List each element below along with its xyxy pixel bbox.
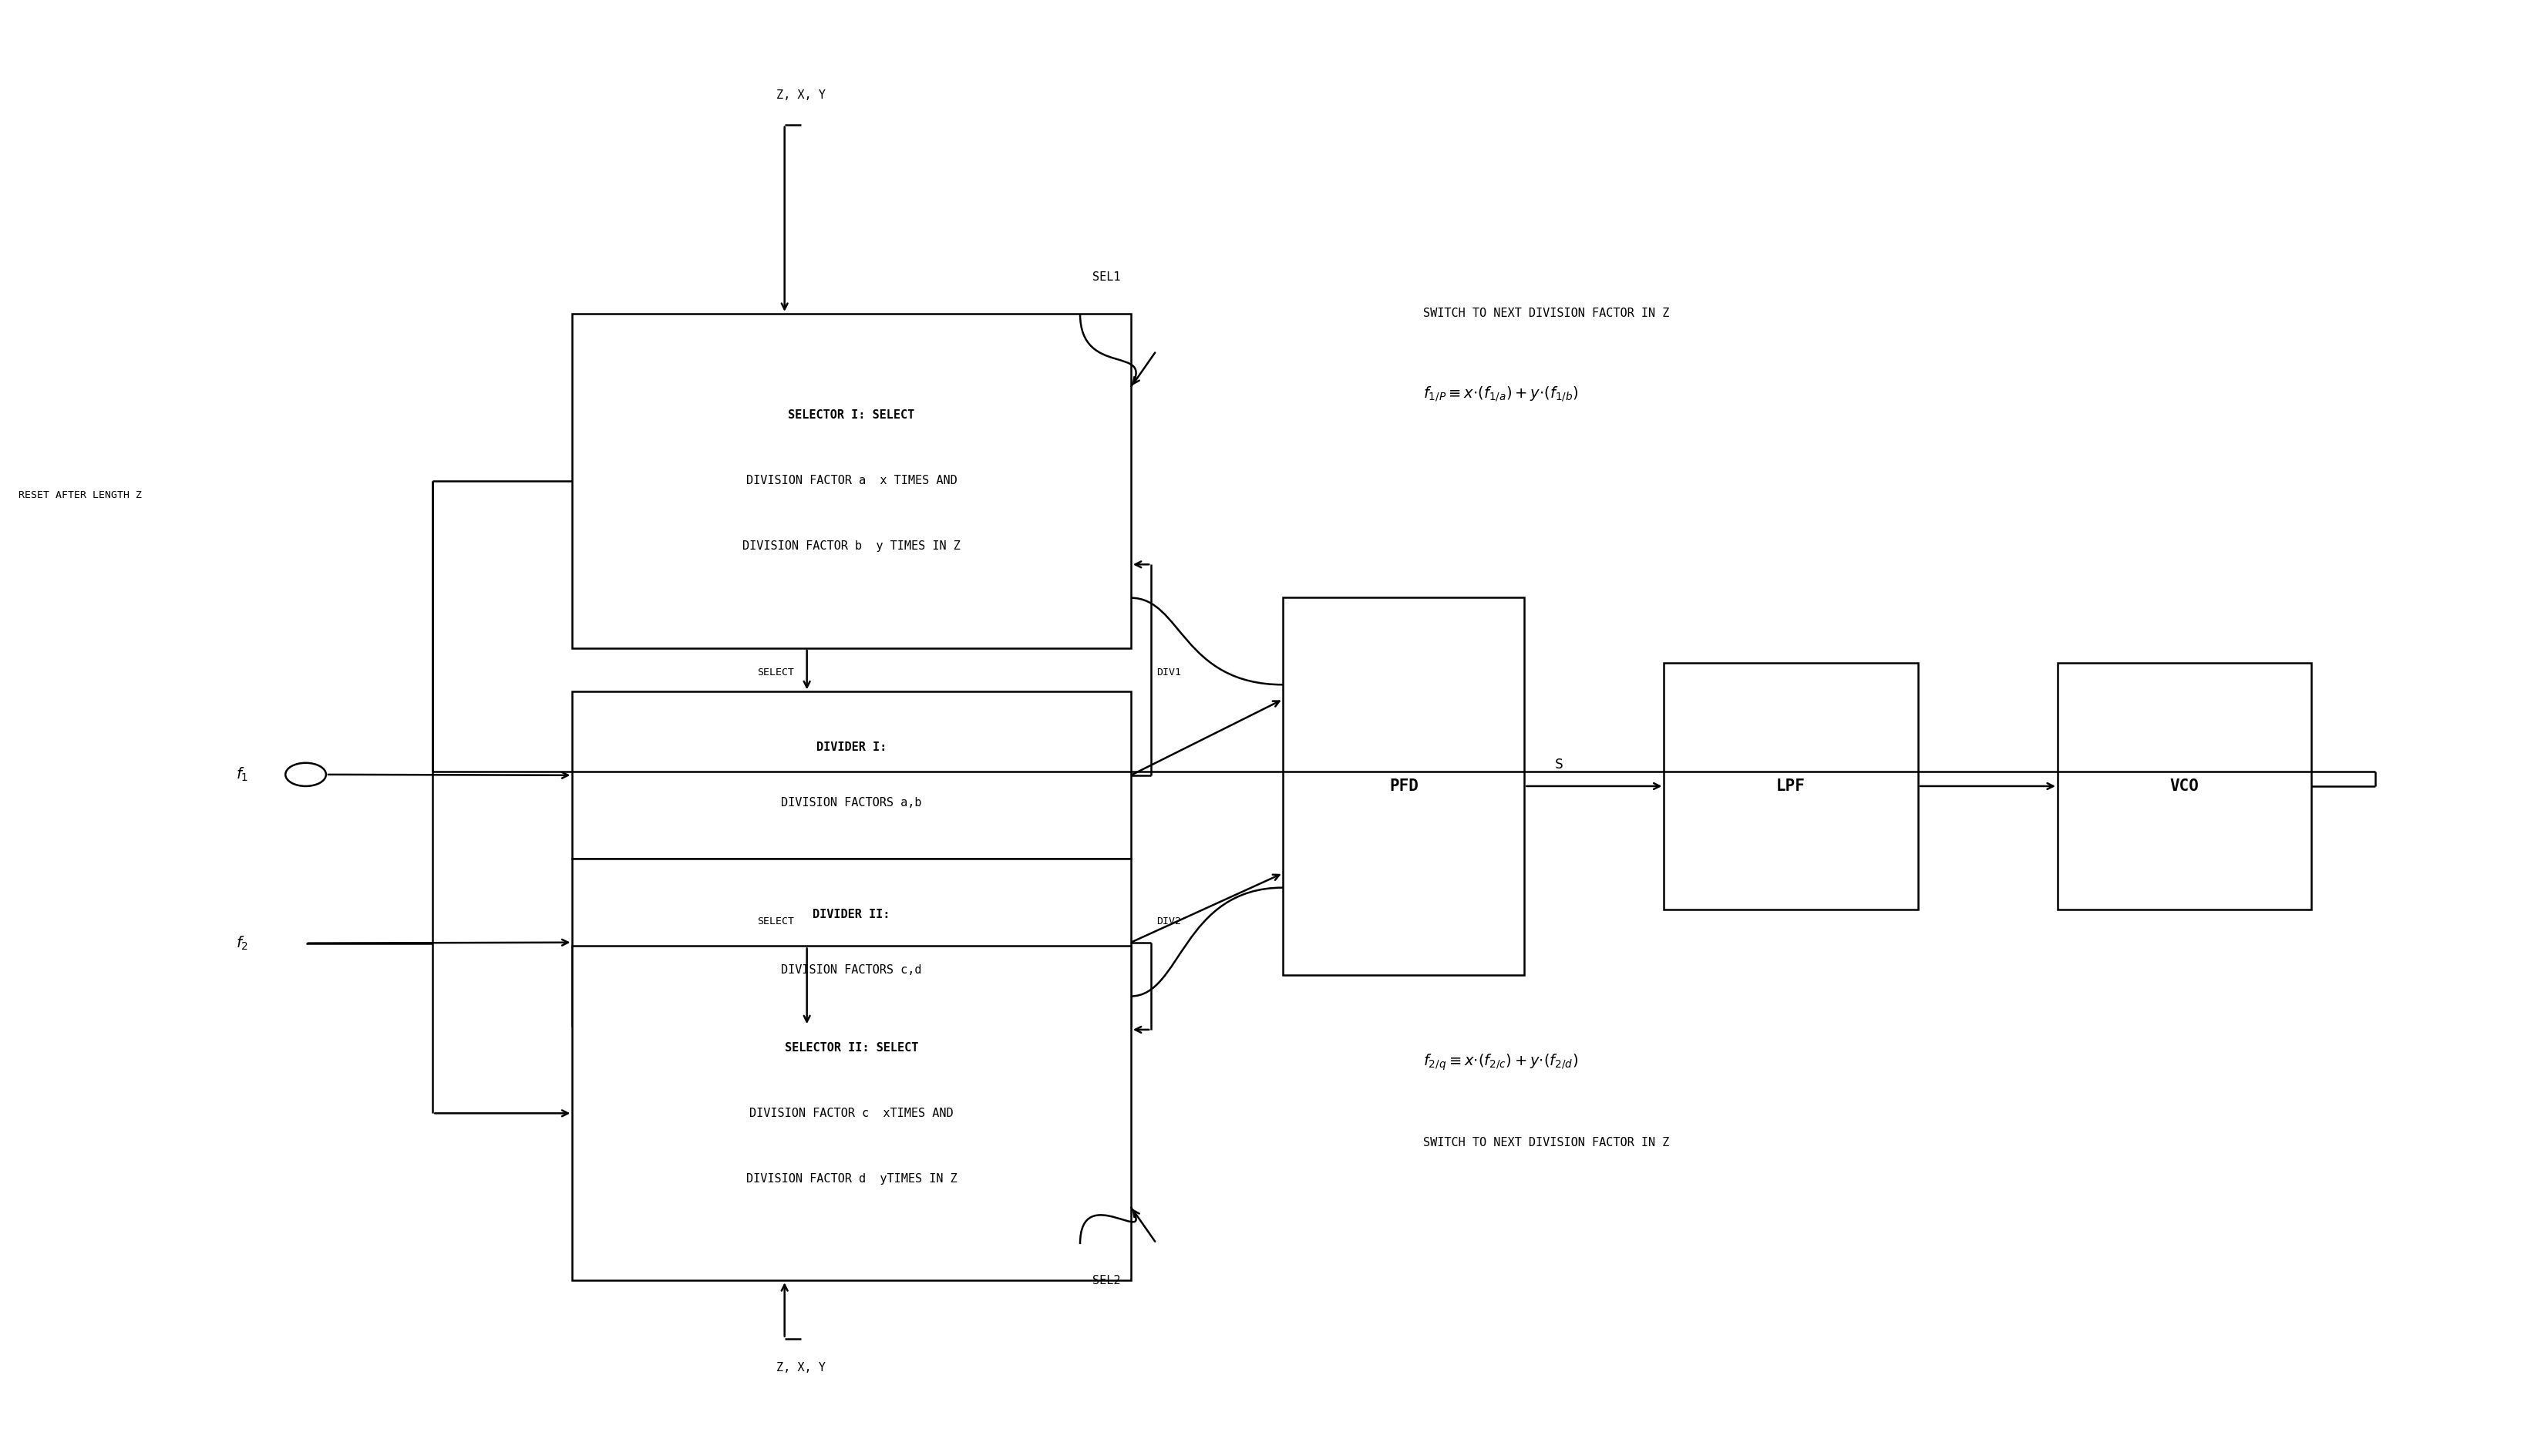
Text: RESET AFTER LENGTH Z: RESET AFTER LENGTH Z <box>18 491 142 501</box>
Text: DIVIDER II:: DIVIDER II: <box>813 909 889 920</box>
Text: DIVISION FACTORS c,d: DIVISION FACTORS c,d <box>780 964 922 976</box>
Text: DIVISION FACTOR a  x TIMES AND: DIVISION FACTOR a x TIMES AND <box>747 475 958 486</box>
Bar <box>572 859 1131 1026</box>
Text: DIV1: DIV1 <box>1156 668 1182 677</box>
Text: SWITCH TO NEXT DIVISION FACTOR IN Z: SWITCH TO NEXT DIVISION FACTOR IN Z <box>1423 1137 1669 1149</box>
Text: Z, X, Y: Z, X, Y <box>775 90 826 102</box>
Text: SELECT: SELECT <box>757 668 795 677</box>
Text: SEL1: SEL1 <box>1093 271 1121 282</box>
Text: SWITCH TO NEXT DIVISION FACTOR IN Z: SWITCH TO NEXT DIVISION FACTOR IN Z <box>1423 307 1669 319</box>
Text: $f_{1/P}\equiv x{\cdot}(f_{1/a})+y{\cdot}(f_{1/b})$: $f_{1/P}\equiv x{\cdot}(f_{1/a})+y{\cdot… <box>1423 384 1578 403</box>
Bar <box>2058 662 2312 910</box>
Text: Z, X, Y: Z, X, Y <box>775 1361 826 1373</box>
Text: DIVISION FACTOR c  xTIMES AND: DIVISION FACTOR c xTIMES AND <box>750 1108 953 1120</box>
Bar <box>572 692 1131 859</box>
Text: DIVIDER I:: DIVIDER I: <box>816 741 887 753</box>
Text: S: S <box>1555 757 1563 772</box>
Bar <box>1664 662 1918 910</box>
Text: DIVISION FACTOR d  yTIMES IN Z: DIVISION FACTOR d yTIMES IN Z <box>747 1174 958 1185</box>
Text: $f_{2/q}\equiv x{\cdot}(f_{2/c})+y{\cdot}(f_{2/d})$: $f_{2/q}\equiv x{\cdot}(f_{2/c})+y{\cdot… <box>1423 1053 1578 1072</box>
Text: DIVISION FACTOR b  y TIMES IN Z: DIVISION FACTOR b y TIMES IN Z <box>742 540 960 552</box>
Text: LPF: LPF <box>1776 779 1807 794</box>
Text: SELECTOR II: SELECT: SELECTOR II: SELECT <box>785 1042 917 1054</box>
Text: SELECTOR I: SELECT: SELECTOR I: SELECT <box>788 409 915 421</box>
Text: DIVISION FACTORS a,b: DIVISION FACTORS a,b <box>780 798 922 810</box>
Text: DIV2: DIV2 <box>1156 916 1182 926</box>
Text: SELECT: SELECT <box>757 916 795 926</box>
Bar <box>572 946 1131 1280</box>
Text: VCO: VCO <box>2170 779 2198 794</box>
Text: SEL2: SEL2 <box>1093 1274 1121 1286</box>
Bar <box>572 313 1131 648</box>
Text: PFD: PFD <box>1390 779 1418 794</box>
Text: $f_2$: $f_2$ <box>236 935 249 952</box>
Text: $f_1$: $f_1$ <box>236 766 249 783</box>
Bar <box>1283 597 1525 976</box>
